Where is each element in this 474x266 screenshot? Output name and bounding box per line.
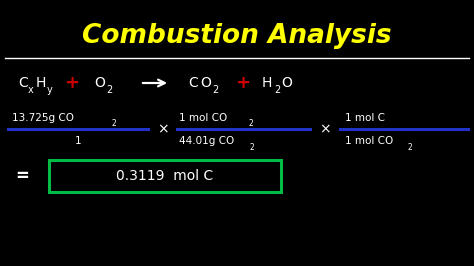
Text: C: C [188,76,198,90]
Text: ×: × [157,122,169,136]
Text: H: H [262,76,273,90]
Text: 0.3119  mol C: 0.3119 mol C [117,169,214,183]
Text: +: + [64,74,80,92]
Text: 2: 2 [250,143,255,152]
Text: 2: 2 [112,119,117,128]
Text: 2: 2 [274,85,280,95]
Text: 1: 1 [75,136,82,146]
Text: O: O [94,76,105,90]
Text: 44.01g CO: 44.01g CO [179,136,234,146]
Text: y: y [47,85,53,95]
Text: 2: 2 [106,85,112,95]
Text: =: = [15,167,29,185]
Text: 2: 2 [212,85,218,95]
Text: 1 mol C: 1 mol C [345,113,385,123]
Text: O: O [281,76,292,90]
Text: H: H [36,76,46,90]
Text: 13.725g CO: 13.725g CO [12,113,74,123]
Text: Combustion Analysis: Combustion Analysis [82,23,392,49]
Text: x: x [28,85,34,95]
Text: +: + [236,74,250,92]
Text: 2: 2 [408,143,413,152]
Text: 1 mol CO: 1 mol CO [345,136,393,146]
Text: 2: 2 [249,119,254,128]
Text: ×: × [319,122,331,136]
Text: O: O [200,76,211,90]
Text: 1 mol CO: 1 mol CO [179,113,227,123]
Text: C: C [18,76,28,90]
FancyBboxPatch shape [49,160,281,192]
